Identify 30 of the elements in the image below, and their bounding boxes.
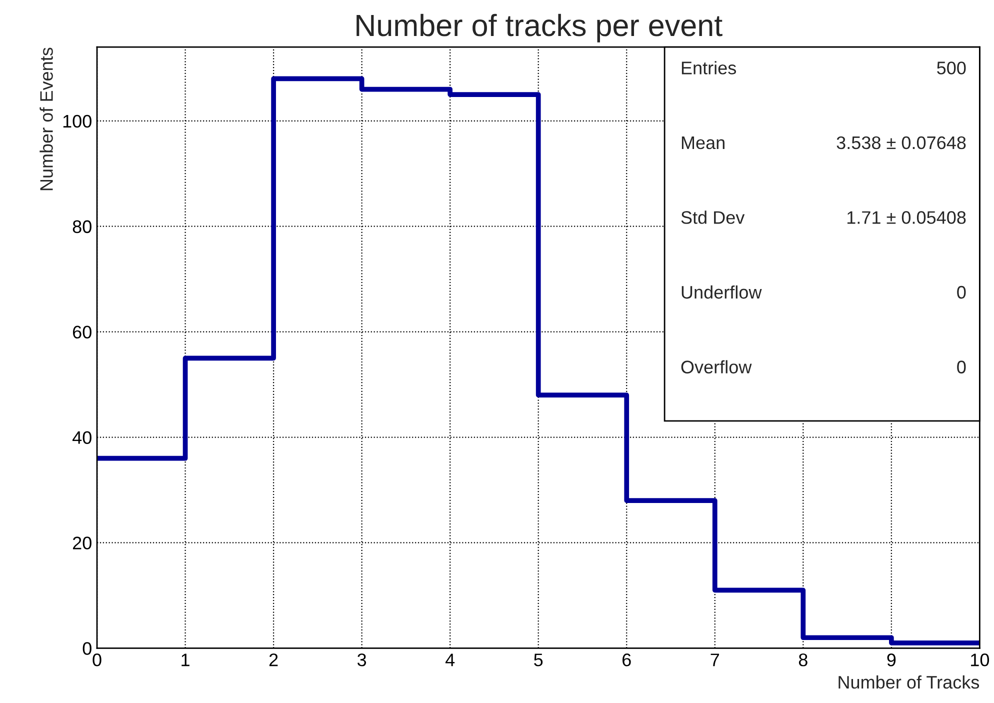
x-tick-label: 9 — [887, 654, 896, 666]
x-tick-label: 2 — [269, 654, 278, 666]
x-tick-label: 3 — [357, 654, 366, 666]
x-tick-label: 0 — [92, 654, 102, 666]
x-tick-label: 5 — [534, 654, 543, 666]
chart-title: Number of tracks per event — [356, 14, 722, 42]
x-tick-label: 10 — [971, 654, 990, 666]
annotation: Mean — [682, 136, 724, 150]
y-tick-label: 40 — [72, 431, 92, 444]
y-tick-label: 0 — [82, 642, 92, 655]
annotation: 0 — [957, 360, 966, 374]
x-tick-label: 4 — [445, 654, 455, 666]
y-tick-label: 100 — [63, 114, 92, 128]
y-tick-label: 20 — [72, 536, 92, 550]
y-tick-label: 80 — [72, 220, 92, 234]
annotation: Underflow — [682, 285, 762, 299]
x-axis-title: Number of Tracks — [838, 675, 980, 689]
annotation: 0 — [957, 286, 966, 299]
x-tick-label: 1 — [182, 654, 190, 666]
annotation: Overflow — [681, 360, 752, 374]
annotation: Entries — [682, 61, 736, 74]
annotation: 500 — [937, 62, 966, 74]
x-tick-label: 6 — [622, 654, 631, 666]
x-tick-label: 8 — [798, 654, 808, 666]
annotation: 3.538 ± 0.07648 — [836, 136, 966, 150]
annotation: 1.71 ± 0.05408 — [847, 211, 966, 224]
annotation: Std Dev — [681, 210, 745, 224]
y-axis-title: Number of Events — [40, 48, 53, 190]
x-tick-label: 7 — [710, 654, 719, 666]
y-tick-label: 60 — [72, 326, 92, 339]
